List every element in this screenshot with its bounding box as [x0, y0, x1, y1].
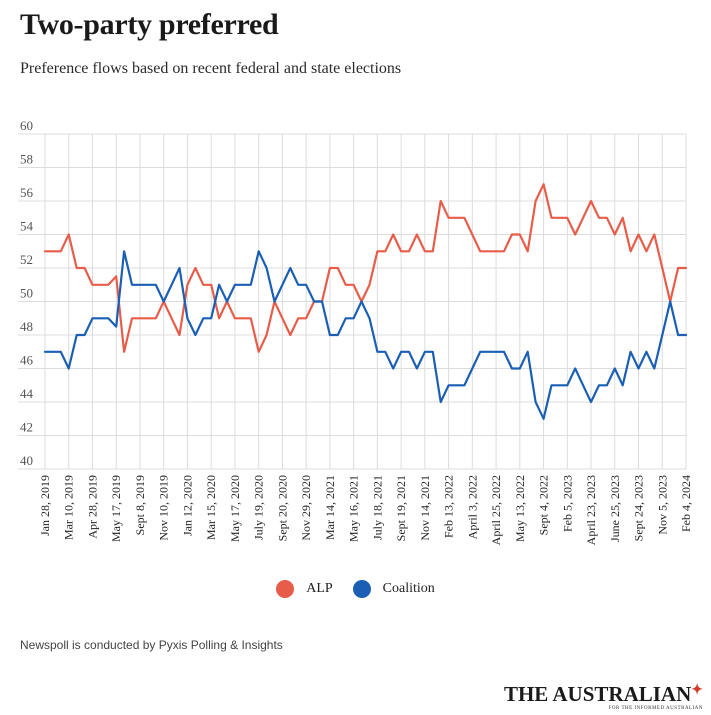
x-tick-label: Mar 14, 2021 [323, 475, 337, 540]
y-tick-label: 60 [20, 118, 33, 133]
y-tick-label: 46 [20, 353, 34, 368]
brand-mark-icon: ✦ [691, 683, 703, 698]
x-axis-ticks: Jan 28, 2019 Mar 10, 2019 Apr 28, 2019 May … [38, 475, 693, 545]
x-tick-label: Feb 4, 2024 [679, 475, 693, 532]
x-tick-label: April 23, 2023 [584, 475, 598, 545]
x-tick-label: Sept 19, 2021 [394, 475, 408, 541]
x-tick-label: Sept 4, 2022 [537, 475, 551, 535]
y-tick-label: 40 [20, 453, 33, 468]
x-tick-label: Sept 24, 2023 [632, 475, 646, 541]
x-tick-label: Nov 5, 2023 [655, 475, 669, 535]
legend-label-coalition: Coalition [382, 581, 435, 596]
chart-title: Two-party preferred [20, 8, 279, 41]
series-line-coalition [43, 250, 688, 420]
chart-subtitle: Preference flows based on recent federal… [20, 60, 402, 77]
y-tick-label: 48 [20, 319, 33, 334]
brand-logo[interactable]: THE AUSTRALIAN✦ FOR THE INFORMED AUSTRAL… [503, 682, 703, 712]
x-tick-label: April 3, 2022 [465, 475, 479, 539]
y-tick-label: 56 [20, 185, 34, 200]
series-lines [43, 183, 688, 420]
y-tick-label: 54 [20, 219, 34, 234]
y-axis-ticks: 40 42 44 46 48 50 52 54 56 58 60 [20, 118, 34, 468]
x-tick-label: April 25, 2022 [489, 475, 503, 545]
x-tick-label: Nov 10, 2019 [157, 475, 171, 541]
legend-label-alp: ALP [306, 581, 333, 596]
x-tick-label: May 13, 2022 [513, 475, 527, 542]
x-tick-label: Apr 28, 2019 [85, 475, 99, 539]
y-tick-label: 42 [20, 420, 33, 435]
x-tick-label: Jan 28, 2019 [38, 475, 52, 536]
x-tick-label: Mar 15, 2020 [204, 475, 218, 540]
x-tick-label: May 16, 2021 [347, 475, 361, 542]
x-tick-label: Sept 8, 2019 [133, 475, 147, 535]
x-tick-label: Jan 12, 2020 [180, 475, 194, 536]
brand-name: THE AUSTRALIAN [503, 682, 692, 706]
series-line-alp [43, 183, 688, 353]
legend-item-coalition[interactable]: Coalition [352, 580, 435, 598]
legend-item-alp[interactable]: ALP [276, 580, 333, 598]
x-tick-label: July 18, 2021 [370, 475, 384, 540]
line-chart: 40 42 44 46 48 50 52 54 56 58 60 Jan 28, 2019 Mar 1… [18, 118, 693, 545]
legend-swatch-coalition [352, 580, 371, 598]
y-tick-label: 58 [20, 152, 33, 167]
brand-tagline: FOR THE INFORMED AUSTRALIAN [608, 706, 703, 711]
x-tick-label: July 19, 2020 [252, 475, 266, 540]
x-tick-label: Sept 20, 2020 [275, 475, 289, 541]
x-tick-label: June 25, 2023 [608, 475, 622, 542]
source-note: Newspoll is conducted by Pyxis Polling &… [20, 638, 283, 652]
legend: ALP Coalition [0, 580, 711, 598]
x-tick-label: May 17, 2020 [228, 475, 242, 542]
y-tick-label: 52 [20, 252, 33, 267]
x-tick-label: Feb 13, 2022 [442, 475, 456, 538]
x-tick-label: Nov 29, 2020 [299, 475, 313, 541]
y-tick-label: 50 [20, 286, 33, 301]
y-tick-label: 44 [20, 386, 34, 401]
x-tick-label: May 17, 2019 [109, 475, 123, 542]
x-tick-label: Nov 14, 2021 [418, 475, 432, 541]
legend-swatch-alp [276, 580, 295, 598]
x-tick-label: Feb 5, 2023 [560, 475, 574, 532]
x-tick-label: Mar 10, 2019 [62, 475, 76, 540]
